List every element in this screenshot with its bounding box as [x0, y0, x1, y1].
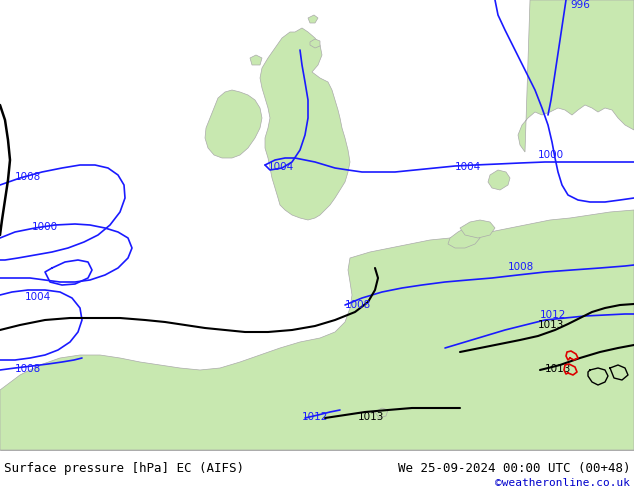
Polygon shape	[375, 408, 388, 418]
Text: 1008: 1008	[508, 262, 534, 272]
Polygon shape	[460, 220, 495, 238]
Text: 1013: 1013	[545, 364, 571, 374]
Polygon shape	[260, 28, 350, 220]
Text: 1000: 1000	[538, 150, 564, 160]
Text: 1008: 1008	[345, 300, 372, 310]
Text: 1008: 1008	[15, 172, 41, 182]
Text: 1004: 1004	[455, 162, 481, 172]
Text: 996: 996	[570, 0, 590, 10]
Polygon shape	[488, 170, 510, 190]
Text: 1012: 1012	[540, 310, 566, 320]
Polygon shape	[205, 90, 262, 158]
Text: 1004: 1004	[25, 292, 51, 302]
Text: 1013: 1013	[538, 320, 564, 330]
Text: We 25-09-2024 00:00 UTC (00+48): We 25-09-2024 00:00 UTC (00+48)	[398, 462, 630, 475]
Text: 1000: 1000	[32, 222, 58, 232]
Text: ©weatheronline.co.uk: ©weatheronline.co.uk	[495, 478, 630, 488]
Text: 1008: 1008	[15, 364, 41, 374]
Polygon shape	[448, 228, 480, 248]
Text: 1012: 1012	[302, 412, 328, 422]
Text: 1004: 1004	[268, 162, 294, 172]
Polygon shape	[518, 0, 634, 152]
Polygon shape	[308, 15, 318, 23]
Text: Surface pressure [hPa] EC (AIFS): Surface pressure [hPa] EC (AIFS)	[4, 462, 244, 475]
Polygon shape	[0, 210, 634, 450]
Text: 1013: 1013	[358, 412, 384, 422]
Polygon shape	[250, 55, 262, 65]
Polygon shape	[310, 39, 320, 48]
